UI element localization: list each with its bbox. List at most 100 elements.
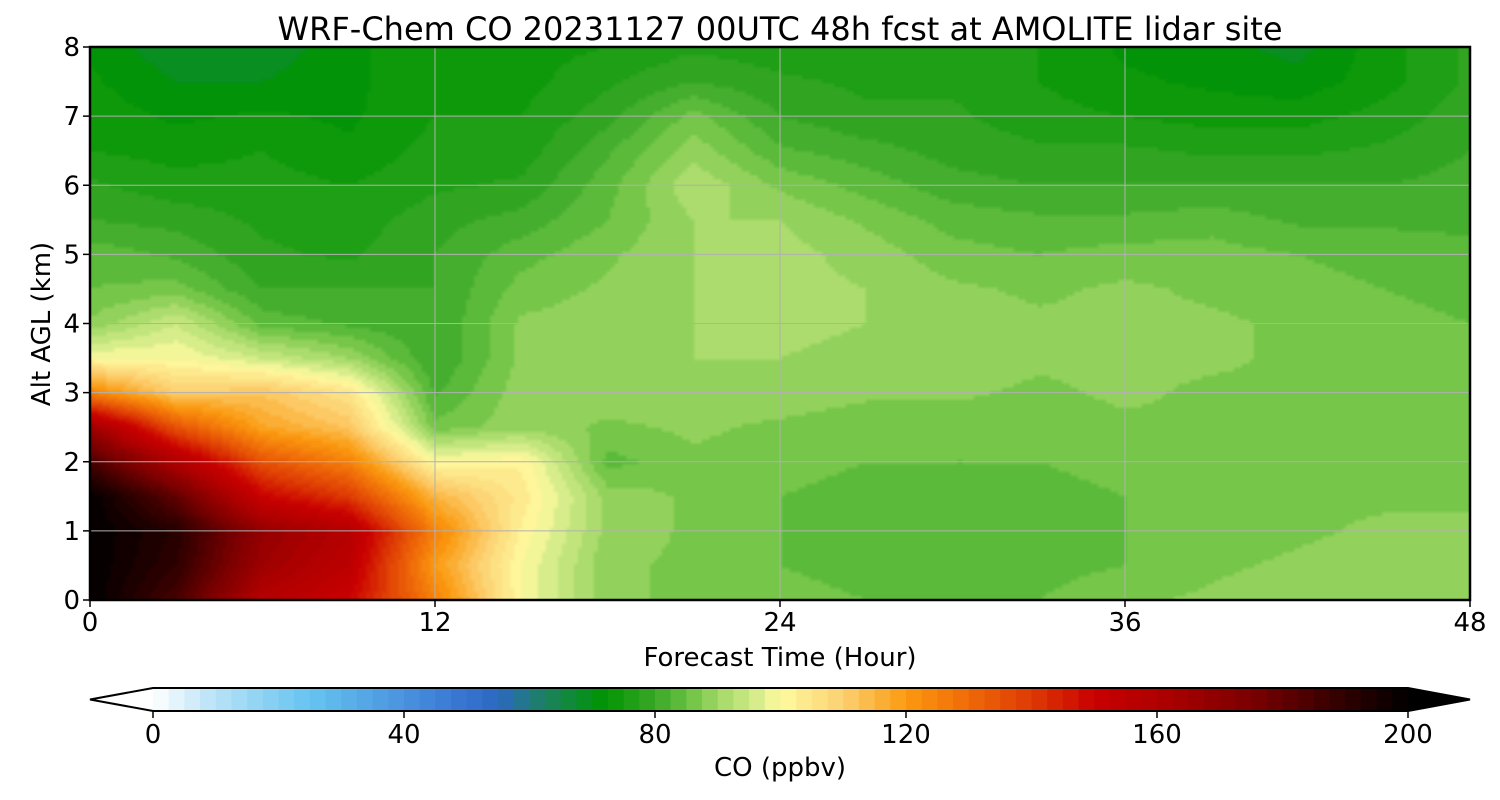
colorbar-segment bbox=[1282, 688, 1299, 711]
colorbar-segment bbox=[529, 688, 546, 711]
colorbar-extend-low bbox=[90, 688, 153, 711]
colorbar-segment bbox=[1000, 688, 1017, 711]
colorbar-segment bbox=[906, 688, 923, 711]
y-axis: 0 1 2 3 4 5 6 7 8 bbox=[63, 33, 90, 616]
colorbar-segment bbox=[294, 688, 311, 711]
colorbar-segment bbox=[1062, 688, 1080, 711]
colorbar-tick-label: 0 bbox=[145, 720, 162, 750]
colorbar-segment bbox=[1188, 688, 1205, 711]
colorbar-segment bbox=[231, 688, 248, 711]
x-tick-label: 12 bbox=[418, 608, 451, 638]
colorbar-segment bbox=[168, 688, 185, 711]
colorbar-segment bbox=[1360, 688, 1378, 711]
colorbar-segment bbox=[451, 688, 468, 711]
colorbar-segment bbox=[1141, 688, 1158, 711]
chart-title: WRF-Chem CO 20231127 00UTC 48h fcst at A… bbox=[277, 10, 1282, 48]
colorbar-segment bbox=[639, 688, 656, 711]
y-tick-label: 5 bbox=[63, 240, 80, 270]
colorbar-segment bbox=[341, 688, 358, 711]
colorbar-segment bbox=[1298, 688, 1315, 711]
colorbar-segment bbox=[1078, 688, 1095, 711]
colorbar-segment bbox=[1172, 688, 1189, 711]
colorbar-segment bbox=[1266, 688, 1284, 711]
colorbar-tick-label: 40 bbox=[387, 720, 420, 750]
colorbar-segment bbox=[545, 688, 562, 711]
colorbar-segment bbox=[1204, 688, 1221, 711]
colorbar-segment bbox=[1109, 688, 1127, 711]
y-tick-label: 1 bbox=[63, 517, 80, 547]
colorbar-segment bbox=[811, 688, 829, 711]
x-axis-label: Forecast Time (Hour) bbox=[643, 643, 916, 673]
colorbar-segment bbox=[796, 688, 813, 711]
x-tick-label: 24 bbox=[763, 608, 796, 638]
colorbar-segment bbox=[1031, 688, 1048, 711]
colorbar-segment bbox=[200, 688, 217, 711]
colorbar-segment bbox=[184, 688, 201, 711]
colorbar-tick-label: 120 bbox=[881, 720, 931, 750]
colorbar-segment bbox=[1015, 688, 1033, 711]
colorbar-segment bbox=[953, 688, 970, 711]
colorbar-segment bbox=[749, 688, 766, 711]
colorbar-segment bbox=[1094, 688, 1111, 711]
colorbar-segment bbox=[592, 688, 609, 711]
y-tick-label: 6 bbox=[63, 171, 80, 201]
colorbar-segment bbox=[1235, 688, 1252, 711]
colorbar-label: CO (ppbv) bbox=[714, 753, 846, 783]
colorbar-segment bbox=[937, 688, 954, 711]
colorbar-segment bbox=[827, 688, 844, 711]
colorbar-segment bbox=[435, 688, 452, 711]
colorbar-segment bbox=[153, 688, 170, 711]
colorbar-segment bbox=[262, 688, 280, 711]
colorbar-segment bbox=[1313, 688, 1331, 711]
colorbar-segment bbox=[247, 688, 264, 711]
colorbar-segment bbox=[419, 688, 436, 711]
y-tick-label: 2 bbox=[63, 448, 80, 478]
colorbar-segment bbox=[968, 688, 986, 711]
x-tick-label: 0 bbox=[82, 608, 99, 638]
colorbar-tick-label: 160 bbox=[1132, 720, 1182, 750]
colorbar-segment bbox=[560, 688, 578, 711]
colorbar-segment bbox=[466, 688, 484, 711]
colorbar-segment bbox=[655, 688, 672, 711]
plot-area bbox=[88, 45, 1472, 602]
colorbar-segment bbox=[278, 688, 295, 711]
y-axis-label: Alt AGL (km) bbox=[27, 242, 57, 406]
colorbar-segment bbox=[1392, 688, 1409, 711]
colorbar: 0 40 80 120 160 200 CO (ppbv) bbox=[89, 687, 1471, 783]
colorbar-segment bbox=[356, 688, 374, 711]
colorbar-segment bbox=[874, 688, 891, 711]
colorbar-segment bbox=[858, 688, 876, 711]
colorbar-segment bbox=[702, 688, 719, 711]
y-tick-label: 7 bbox=[63, 102, 80, 132]
colorbar-segment bbox=[764, 688, 782, 711]
colorbar-segment bbox=[1345, 688, 1362, 711]
colorbar-segment bbox=[576, 688, 593, 711]
colorbar-segment bbox=[1376, 688, 1393, 711]
colorbar-tick-label: 80 bbox=[638, 720, 671, 750]
colorbar-segment bbox=[1251, 688, 1268, 711]
colorbar-segment bbox=[623, 688, 640, 711]
colorbar-segment bbox=[309, 688, 327, 711]
colorbar-ticks: 0 40 80 120 160 200 bbox=[145, 711, 1433, 750]
colorbar-segment bbox=[1329, 688, 1346, 711]
y-tick-label: 4 bbox=[63, 310, 80, 340]
colorbar-extend-high bbox=[1408, 688, 1470, 711]
x-axis: 0 12 24 36 48 bbox=[82, 600, 1487, 638]
colorbar-segment bbox=[1157, 688, 1174, 711]
colorbar-segment bbox=[717, 688, 735, 711]
colorbar-segments bbox=[153, 688, 1409, 711]
colorbar-segment bbox=[670, 688, 687, 711]
colorbar-segment bbox=[890, 688, 907, 711]
colorbar-segment bbox=[780, 688, 797, 711]
colorbar-segment bbox=[215, 688, 233, 711]
colorbar-segment bbox=[404, 688, 421, 711]
y-tick-label: 8 bbox=[63, 33, 80, 63]
colorbar-segment bbox=[482, 688, 499, 711]
colorbar-segment bbox=[513, 688, 531, 711]
x-tick-label: 48 bbox=[1453, 608, 1486, 638]
x-tick-label: 36 bbox=[1108, 608, 1141, 638]
colorbar-segment bbox=[388, 688, 405, 711]
colorbar-segment bbox=[984, 688, 1001, 711]
colorbar-segment bbox=[1047, 688, 1064, 711]
